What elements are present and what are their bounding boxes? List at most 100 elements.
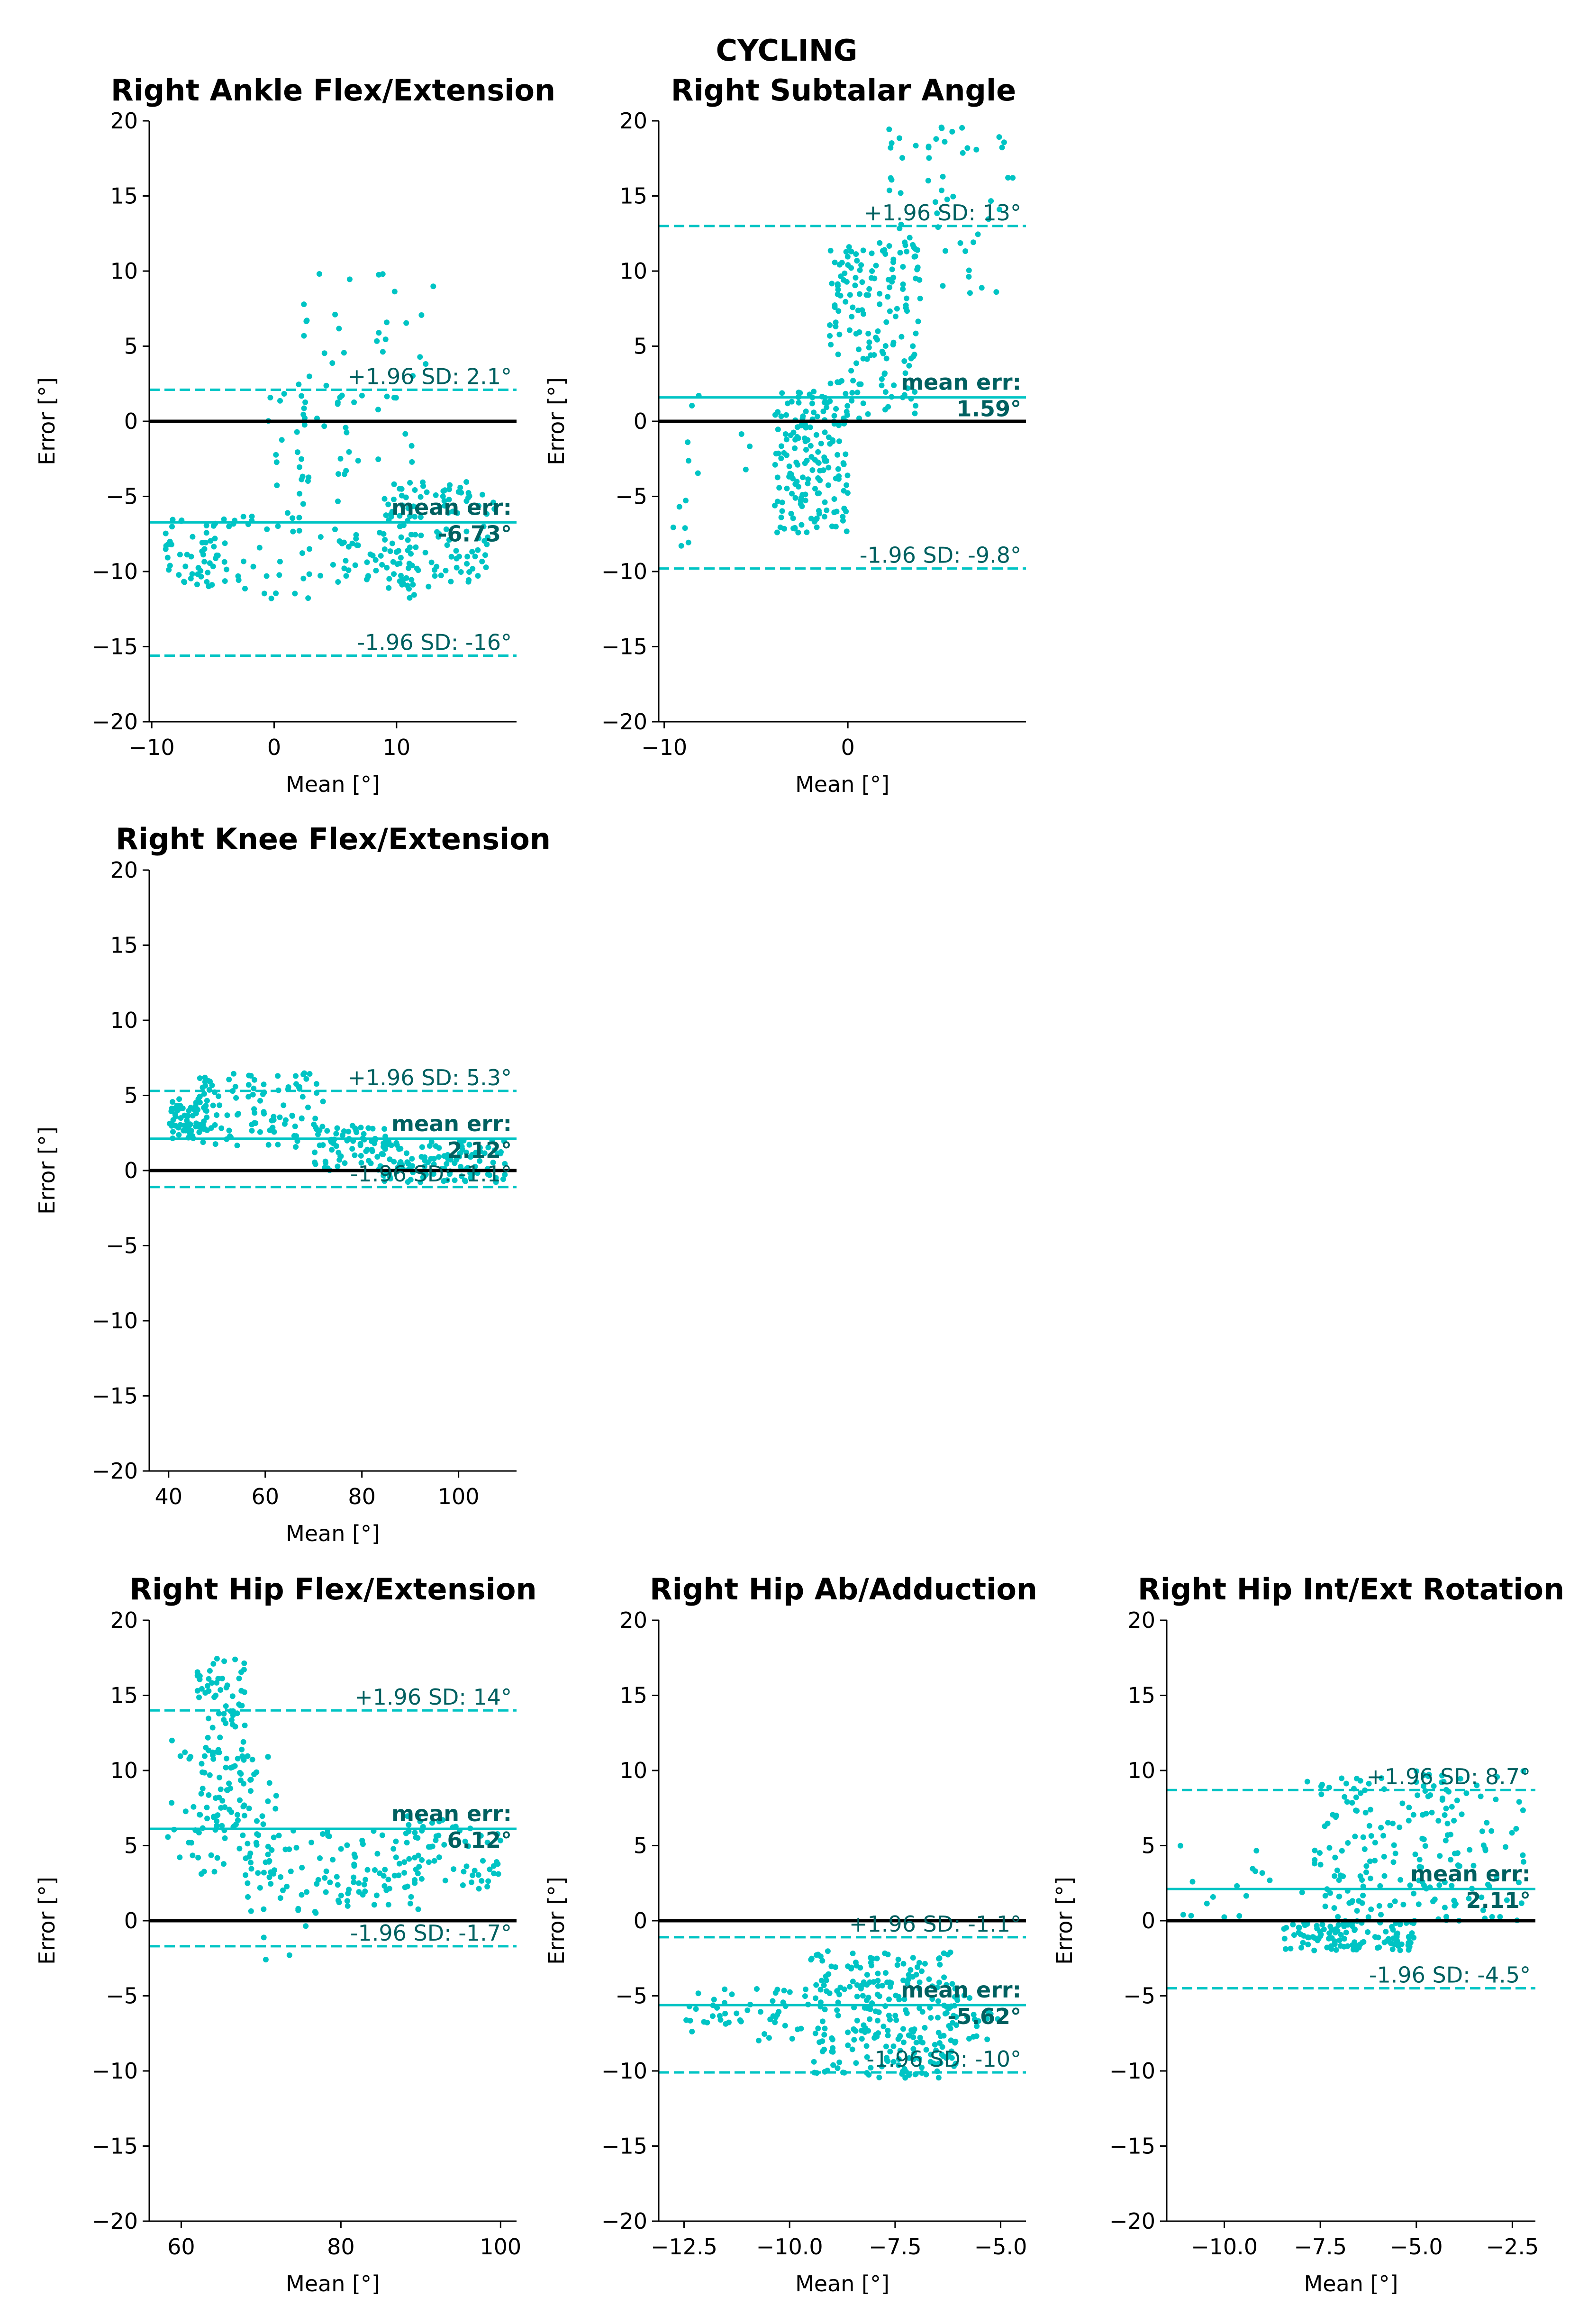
data-point <box>849 390 855 396</box>
data-point <box>1283 1925 1289 1931</box>
data-point <box>429 1820 435 1826</box>
data-point <box>1236 1913 1243 1919</box>
data-point <box>1343 1929 1349 1935</box>
data-point <box>722 1986 728 1992</box>
data-point <box>723 2021 729 2027</box>
data-point <box>417 494 424 500</box>
data-point <box>1360 1892 1366 1898</box>
data-point <box>466 569 472 575</box>
data-point <box>364 1867 371 1873</box>
data-point <box>320 1831 326 1837</box>
x-tick-label: −5.0 <box>1390 2234 1443 2260</box>
data-point <box>819 1958 826 1964</box>
data-point <box>1352 1834 1358 1840</box>
data-point <box>954 1997 961 2003</box>
data-point <box>1381 1939 1388 1945</box>
data-point <box>203 523 209 528</box>
data-point <box>864 356 870 362</box>
data-point <box>344 1898 350 1904</box>
data-point <box>375 456 381 463</box>
data-point <box>212 1122 218 1128</box>
data-point <box>1412 1852 1418 1857</box>
data-point <box>345 544 352 550</box>
data-point <box>329 360 336 366</box>
data-point <box>866 339 872 345</box>
data-point <box>290 515 296 521</box>
data-point <box>351 1863 357 1869</box>
data-point <box>946 2005 952 2011</box>
y-tick-label: −20 <box>92 1458 138 1484</box>
mean-error-value: 6.12° <box>447 1827 512 1853</box>
data-point <box>845 2029 851 2035</box>
data-point <box>232 1084 238 1089</box>
data-point <box>463 479 470 485</box>
data-point <box>396 1146 402 1152</box>
data-point <box>853 360 859 366</box>
data-point <box>811 2059 817 2065</box>
data-point <box>843 451 849 457</box>
data-point <box>206 1747 212 1753</box>
data-point <box>420 483 426 489</box>
data-point <box>929 1983 935 1989</box>
data-point <box>882 251 889 257</box>
data-point <box>303 1923 309 1929</box>
data-point <box>388 1142 394 1148</box>
data-point <box>1420 1812 1425 1818</box>
data-point <box>221 1711 227 1717</box>
y-tick-label: 5 <box>634 1833 647 1859</box>
data-point <box>320 1142 326 1148</box>
y-tick-label: 20 <box>619 1607 647 1633</box>
data-point <box>271 1129 277 1135</box>
data-point <box>463 528 470 535</box>
data-point <box>249 513 255 519</box>
data-point <box>1459 1811 1465 1817</box>
data-point <box>882 407 888 413</box>
data-point <box>241 1802 247 1808</box>
y-axis-label: Error [°] <box>544 377 569 465</box>
data-point <box>402 431 408 437</box>
data-point <box>815 449 821 455</box>
data-point <box>859 2036 865 2042</box>
data-point <box>1406 1934 1412 1941</box>
data-point <box>790 526 797 531</box>
data-point <box>1304 1779 1310 1785</box>
data-point <box>800 474 806 481</box>
data-point <box>841 1986 847 1992</box>
data-point <box>710 2013 716 2019</box>
data-point <box>261 590 267 597</box>
data-point <box>430 1171 436 1177</box>
data-point <box>221 1861 227 1867</box>
data-point <box>1386 1936 1392 1942</box>
data-point <box>812 2030 818 2036</box>
data-point <box>864 1972 870 1978</box>
data-point <box>797 390 803 396</box>
data-point <box>320 1098 326 1105</box>
y-tick-label: −20 <box>92 709 138 735</box>
data-point <box>418 1154 425 1160</box>
data-point <box>338 1846 344 1852</box>
data-point <box>202 1079 208 1085</box>
data-point <box>498 1837 504 1843</box>
data-point <box>345 1128 352 1135</box>
data-point <box>826 464 832 471</box>
data-point <box>883 2043 889 2050</box>
data-point <box>412 514 418 520</box>
data-point <box>929 1996 935 2002</box>
data-point <box>273 452 279 458</box>
data-point <box>966 274 972 280</box>
data-point <box>847 1984 853 1990</box>
data-point <box>944 1982 950 1988</box>
data-point <box>865 1995 871 2000</box>
data-point <box>774 474 780 481</box>
data-point <box>472 1163 478 1170</box>
data-point <box>849 314 855 320</box>
data-point <box>1443 1914 1449 1920</box>
mean-error-value: -6.73° <box>438 521 512 546</box>
data-point <box>790 429 797 436</box>
data-point <box>226 1076 232 1082</box>
data-point <box>245 1753 251 1759</box>
data-point <box>898 334 905 340</box>
data-point <box>163 546 169 552</box>
data-point <box>835 281 841 287</box>
data-point <box>269 1847 275 1853</box>
